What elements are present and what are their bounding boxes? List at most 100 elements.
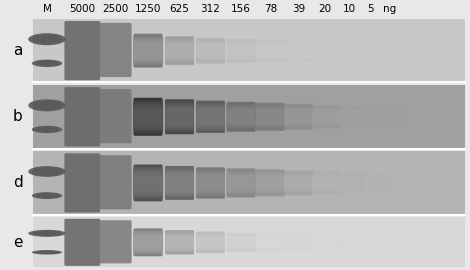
Ellipse shape [34,60,60,66]
FancyBboxPatch shape [133,36,163,66]
FancyBboxPatch shape [99,89,132,143]
FancyBboxPatch shape [196,109,225,124]
FancyBboxPatch shape [227,174,256,192]
FancyBboxPatch shape [256,172,284,194]
Ellipse shape [34,193,60,198]
FancyBboxPatch shape [311,41,339,60]
FancyBboxPatch shape [165,42,194,59]
FancyBboxPatch shape [133,172,163,194]
FancyBboxPatch shape [311,40,339,61]
FancyBboxPatch shape [256,176,284,190]
FancyBboxPatch shape [256,170,284,196]
FancyBboxPatch shape [196,41,225,60]
FancyBboxPatch shape [196,233,225,252]
FancyBboxPatch shape [133,101,163,132]
FancyBboxPatch shape [256,236,284,248]
FancyBboxPatch shape [133,38,163,63]
FancyBboxPatch shape [133,40,163,62]
FancyBboxPatch shape [335,109,364,124]
FancyBboxPatch shape [133,102,163,131]
Text: b: b [13,109,23,124]
FancyBboxPatch shape [133,43,163,58]
FancyBboxPatch shape [227,109,256,124]
FancyBboxPatch shape [335,106,364,128]
FancyBboxPatch shape [227,108,256,126]
Ellipse shape [31,34,63,44]
FancyBboxPatch shape [133,108,163,125]
FancyBboxPatch shape [165,235,194,249]
FancyBboxPatch shape [196,173,225,193]
FancyBboxPatch shape [256,41,284,60]
FancyBboxPatch shape [196,108,225,125]
FancyBboxPatch shape [256,109,284,125]
FancyBboxPatch shape [133,105,163,129]
FancyBboxPatch shape [356,106,384,127]
FancyBboxPatch shape [227,103,256,130]
FancyBboxPatch shape [196,106,225,127]
FancyBboxPatch shape [335,172,364,194]
FancyBboxPatch shape [133,235,163,249]
FancyBboxPatch shape [227,104,256,129]
FancyBboxPatch shape [256,106,284,128]
FancyBboxPatch shape [133,35,163,67]
FancyBboxPatch shape [256,107,284,127]
FancyBboxPatch shape [196,236,225,249]
FancyBboxPatch shape [33,85,465,148]
FancyBboxPatch shape [227,40,256,61]
FancyBboxPatch shape [227,236,256,249]
FancyBboxPatch shape [311,105,339,129]
Ellipse shape [31,60,62,67]
FancyBboxPatch shape [227,173,256,193]
FancyBboxPatch shape [133,39,163,62]
FancyBboxPatch shape [165,107,194,127]
FancyBboxPatch shape [165,230,194,255]
Text: 5000: 5000 [69,4,95,15]
FancyBboxPatch shape [196,100,225,133]
FancyBboxPatch shape [227,237,256,248]
FancyBboxPatch shape [227,233,256,252]
FancyBboxPatch shape [256,110,284,123]
FancyBboxPatch shape [165,109,194,125]
FancyBboxPatch shape [165,237,194,248]
FancyBboxPatch shape [256,104,284,129]
FancyBboxPatch shape [256,103,284,131]
FancyBboxPatch shape [165,104,194,129]
FancyBboxPatch shape [227,42,256,59]
FancyBboxPatch shape [284,174,313,192]
Text: 10: 10 [343,4,356,15]
FancyBboxPatch shape [284,234,313,251]
FancyBboxPatch shape [133,100,163,133]
FancyBboxPatch shape [311,173,339,193]
FancyBboxPatch shape [64,153,100,212]
FancyBboxPatch shape [165,231,194,254]
FancyBboxPatch shape [227,106,256,127]
Text: 1250: 1250 [135,4,161,15]
FancyBboxPatch shape [165,233,194,252]
FancyBboxPatch shape [284,105,313,128]
Ellipse shape [34,251,60,254]
FancyBboxPatch shape [165,168,194,198]
FancyBboxPatch shape [284,171,313,195]
FancyBboxPatch shape [256,108,284,126]
Ellipse shape [31,126,62,133]
FancyBboxPatch shape [165,99,194,134]
Text: 78: 78 [264,4,277,15]
FancyBboxPatch shape [196,43,225,58]
Ellipse shape [31,250,62,255]
FancyBboxPatch shape [196,44,225,58]
FancyBboxPatch shape [133,170,163,196]
FancyBboxPatch shape [133,171,163,195]
FancyBboxPatch shape [165,171,194,195]
FancyBboxPatch shape [227,40,256,61]
FancyBboxPatch shape [196,170,225,196]
FancyBboxPatch shape [311,110,339,124]
Ellipse shape [35,231,59,236]
FancyBboxPatch shape [165,101,194,132]
FancyBboxPatch shape [165,44,194,57]
FancyBboxPatch shape [284,104,313,130]
FancyBboxPatch shape [165,100,194,133]
Ellipse shape [35,168,59,175]
FancyBboxPatch shape [196,233,225,251]
Ellipse shape [37,251,57,254]
Text: 5: 5 [367,4,374,15]
